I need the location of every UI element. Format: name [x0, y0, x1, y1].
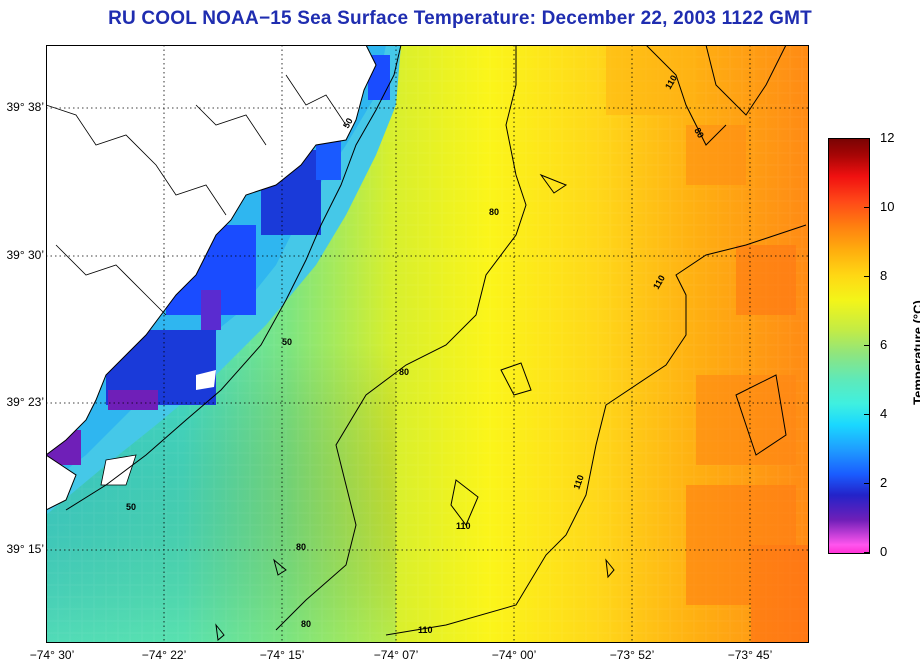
contour-label-80-b: 80	[399, 367, 409, 377]
contour-label-110-c: 110	[571, 474, 585, 491]
contour-label-80-e: 80	[692, 126, 706, 140]
colorbar-tick-2: 2	[880, 475, 888, 490]
lon-label-74-00: −74° 00’	[491, 648, 537, 662]
colorbar-tick-12: 12	[880, 130, 895, 145]
contour-50	[65, 45, 402, 511]
lon-label-74-07: −74° 07’	[373, 648, 419, 662]
contour-label-50-b: 50	[282, 337, 292, 347]
land-mass	[46, 45, 377, 511]
colorbar-tick-8: 8	[880, 268, 888, 283]
colorbar-tick-6: 6	[880, 337, 888, 352]
contour-110	[385, 224, 807, 636]
lat-label-39-15: 39° 15’	[6, 542, 45, 556]
contour-label-110-e: 110	[418, 625, 433, 635]
warm-patches	[606, 45, 809, 643]
contour-label-50-a: 50	[341, 116, 355, 130]
graticule	[46, 45, 809, 643]
sst-map: 50 50 50 80 80 80 80 80 110 110 110 110 …	[46, 45, 809, 643]
lon-label-74-30: −74° 30’	[29, 648, 75, 662]
colorbar-tick-4: 4	[880, 406, 888, 421]
contour-label-80-c: 80	[296, 542, 306, 552]
contour-80	[275, 45, 527, 631]
lon-label-74-15: −74° 15’	[259, 648, 305, 662]
colorbar-tick-0: 0	[880, 544, 888, 559]
lat-label-39-30: 39° 30’	[6, 248, 45, 262]
map-title: RU COOL NOAA−15 Sea Surface Temperature:…	[108, 8, 812, 29]
lon-label-73-52: −73° 52’	[609, 648, 655, 662]
colorbar-tick-10: 10	[880, 199, 895, 214]
lon-label-74-22: −74° 22’	[141, 648, 187, 662]
temperature-colorbar	[828, 138, 870, 554]
lat-label-39-38: 39° 38’	[6, 100, 45, 114]
contour-labels: 50 50 50 80 80 80 80 80 110 110 110 110 …	[126, 73, 706, 635]
contour-label-110-d: 110	[456, 521, 471, 531]
contour-label-50-c: 50	[126, 502, 136, 512]
contour-label-80-d: 80	[301, 619, 311, 629]
contour-label-80-a: 80	[489, 207, 499, 217]
colorbar-label: Temperature (°C)	[910, 300, 920, 405]
lat-label-39-23: 39° 23’	[6, 395, 45, 409]
lon-label-73-45: −73° 45’	[727, 648, 773, 662]
